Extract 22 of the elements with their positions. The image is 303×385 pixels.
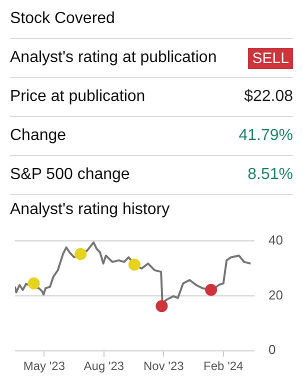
category-label: Change bbox=[10, 127, 66, 145]
chart-title: Analyst's rating history bbox=[9, 200, 171, 219]
text: 41.79% bbox=[238, 127, 293, 144]
x-tick-label: Aug '23 bbox=[84, 359, 124, 374]
text: 8.51% bbox=[248, 166, 293, 183]
point bbox=[74, 248, 87, 260]
category-label: S&P 500 change bbox=[10, 166, 130, 184]
point bbox=[128, 258, 140, 271]
y-tick-label: 40 bbox=[268, 232, 284, 248]
x-tick-label: Nov '23 bbox=[144, 359, 184, 374]
point bbox=[205, 284, 218, 296]
y-tick-label: 0 bbox=[268, 342, 276, 358]
x-tick-label: May '23 bbox=[23, 359, 66, 374]
category-label: Price at publication bbox=[10, 88, 146, 106]
point bbox=[156, 300, 168, 312]
category-label: Stock Covered bbox=[10, 10, 115, 28]
text: SELL bbox=[252, 50, 289, 66]
x-tick-label: Feb '24 bbox=[204, 359, 244, 374]
y-tick-label: 20 bbox=[268, 287, 284, 302]
point bbox=[28, 277, 40, 290]
category-label: Analyst's rating at publication bbox=[10, 49, 217, 67]
text: $22.08 bbox=[244, 88, 293, 105]
